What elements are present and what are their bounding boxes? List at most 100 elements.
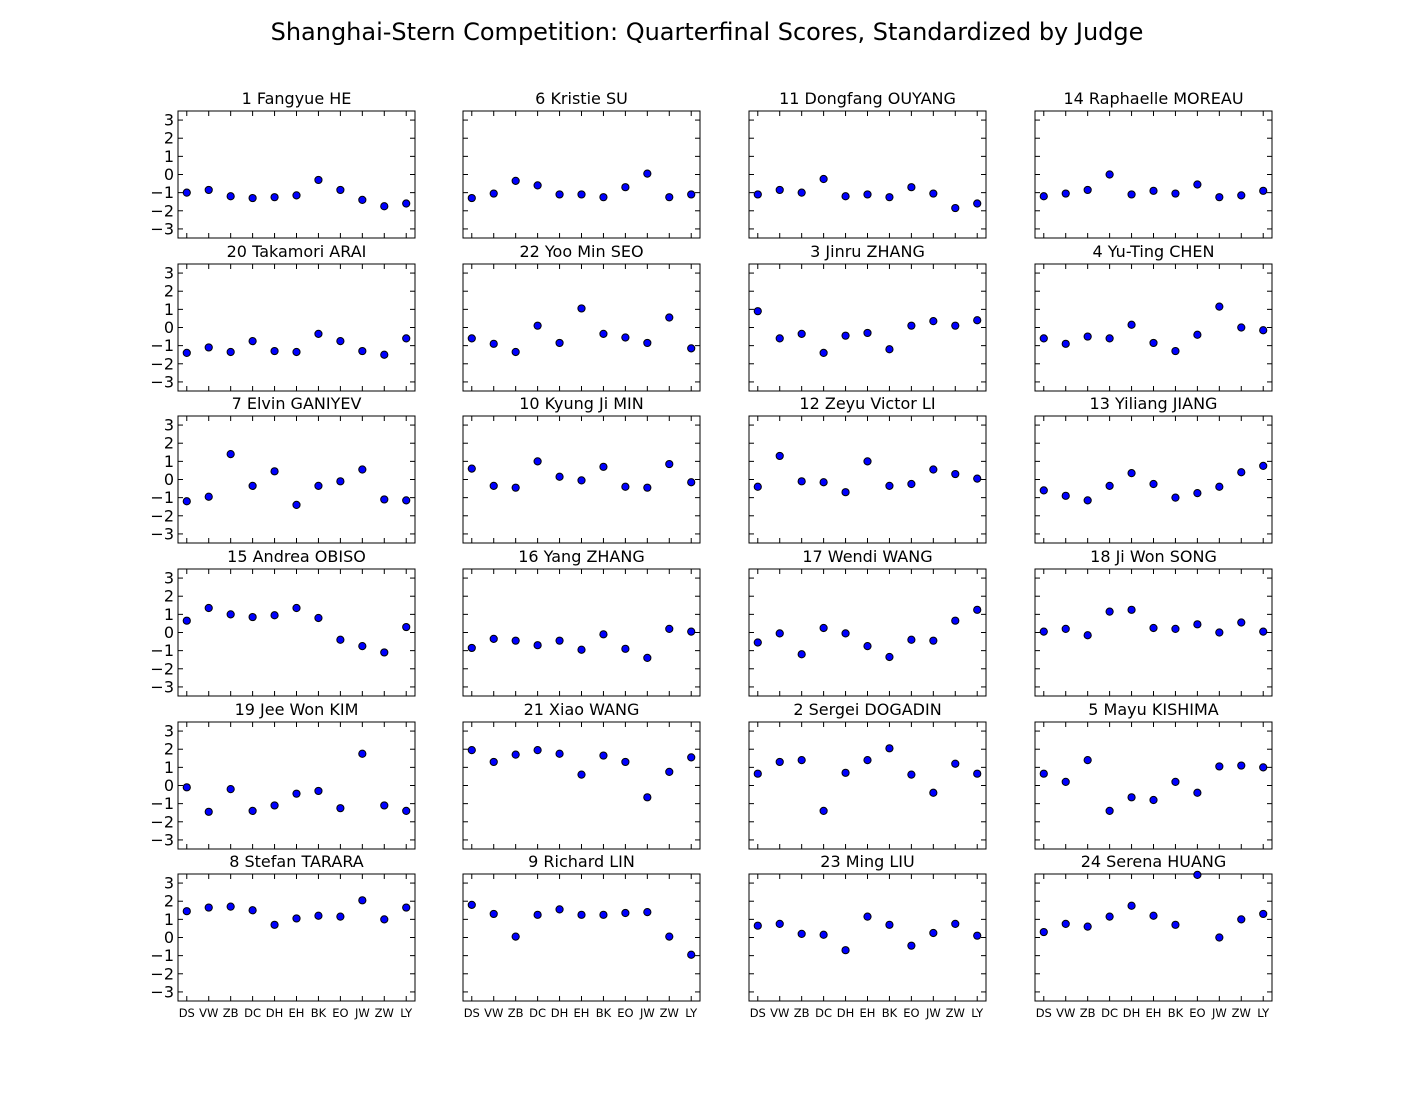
data-point	[182, 783, 191, 792]
data-point	[1083, 332, 1092, 341]
data-point	[1193, 489, 1202, 498]
data-point	[643, 653, 652, 663]
data-point	[819, 930, 828, 939]
data-point	[1039, 192, 1048, 201]
data-point	[1105, 912, 1114, 921]
data-point	[665, 193, 674, 202]
data-point	[599, 630, 608, 639]
data-point	[1149, 186, 1158, 195]
y-tick-label: −1	[150, 336, 174, 355]
data-point	[797, 650, 806, 659]
data-point	[1083, 922, 1092, 931]
y-tick-label: 1	[164, 300, 174, 319]
data-point	[533, 910, 542, 919]
panel-title: 12 Zeyu Victor LI	[799, 394, 935, 413]
y-tick-label: −3	[150, 982, 174, 1001]
data-point	[314, 481, 323, 490]
data-point	[204, 185, 213, 195]
data-point	[863, 912, 872, 921]
x-tick-label: DC	[815, 1006, 832, 1020]
data-point	[929, 928, 938, 938]
data-point	[314, 613, 323, 623]
data-point	[1061, 491, 1070, 500]
x-tick-label: EO	[332, 1006, 348, 1020]
data-point	[555, 749, 564, 758]
data-point	[1061, 777, 1070, 786]
data-point	[775, 451, 784, 461]
x-tick-label: DC	[529, 1006, 546, 1020]
x-tick-label: DH	[266, 1006, 284, 1020]
data-point	[1127, 190, 1136, 199]
data-point	[643, 338, 652, 348]
y-tick-label: 1	[164, 147, 174, 166]
data-point	[1237, 323, 1246, 332]
panel-frame	[177, 721, 416, 850]
y-tick-label: 0	[164, 470, 174, 489]
y-tick-label: 2	[164, 587, 174, 606]
data-point	[1039, 769, 1048, 778]
data-point	[1259, 627, 1268, 636]
x-tick-label: VW	[770, 1006, 789, 1020]
x-tick-label: JW	[925, 1006, 941, 1020]
panel-frame	[177, 568, 416, 697]
panel-frame	[1034, 873, 1273, 1002]
data-point	[292, 603, 301, 613]
data-point	[643, 483, 652, 492]
data-point	[687, 627, 696, 636]
y-tick-label: 3	[164, 569, 174, 588]
data-point	[819, 478, 828, 487]
data-point	[533, 746, 542, 755]
data-point	[380, 202, 389, 211]
data-point	[1127, 793, 1136, 802]
y-tick-label: 3	[164, 416, 174, 435]
panel-title: 2 Sergei DOGADIN	[793, 700, 941, 719]
panel-frame	[462, 263, 701, 392]
y-tick-label: −1	[150, 183, 174, 202]
x-tick-label: ZB	[223, 1006, 239, 1020]
x-tick-label: ZW	[375, 1006, 394, 1020]
data-point	[226, 785, 235, 794]
panel: 13 Yiliang JIANG	[1034, 394, 1273, 544]
data-point	[753, 769, 762, 778]
data-point	[336, 185, 345, 195]
data-point	[775, 629, 784, 638]
y-tick-label: 2	[164, 129, 174, 148]
data-point	[358, 346, 367, 356]
data-point	[577, 476, 586, 485]
panel-frame	[1034, 721, 1273, 850]
data-point	[907, 770, 916, 779]
data-point	[358, 642, 367, 651]
data-point	[314, 911, 323, 920]
data-point	[358, 896, 367, 905]
y-tick-label: −2	[150, 812, 174, 831]
y-tick-label: 3	[164, 111, 174, 130]
data-point	[929, 465, 938, 474]
data-point	[248, 481, 257, 490]
data-point	[1215, 482, 1224, 491]
data-point	[621, 482, 630, 491]
data-point	[797, 756, 806, 765]
data-point	[1149, 338, 1158, 348]
data-point	[1039, 334, 1048, 343]
data-point	[973, 199, 982, 208]
data-point	[665, 767, 674, 776]
panel-title: 21 Xiao WANG	[524, 700, 640, 719]
x-tick-label: EO	[617, 1006, 633, 1020]
data-point	[402, 199, 411, 208]
data-point	[797, 477, 806, 486]
data-point	[643, 169, 652, 178]
data-point	[226, 450, 235, 459]
panel: 14 Raphaelle MOREAU	[1034, 89, 1273, 239]
data-point	[1061, 624, 1070, 633]
panel-frame	[1034, 415, 1273, 544]
y-tick-label: 3	[164, 264, 174, 283]
x-tick-label: JW	[639, 1006, 655, 1020]
data-point	[336, 477, 345, 486]
panel-title: 1 Fangyue HE	[242, 89, 352, 108]
x-tick-label: BK	[882, 1006, 898, 1020]
y-tick-label: 3	[164, 722, 174, 741]
data-point	[533, 641, 542, 650]
